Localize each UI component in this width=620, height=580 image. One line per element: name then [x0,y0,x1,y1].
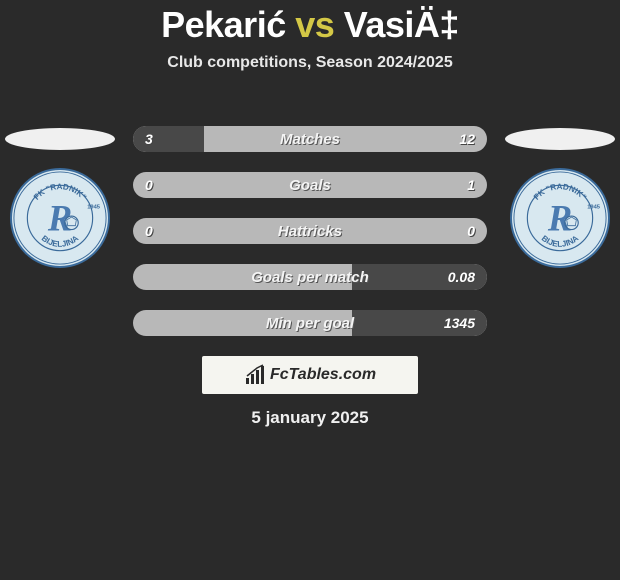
club-badge-left: FK "RADNIK" BIJELJINA 1945 R [10,168,110,268]
svg-text:R: R [547,197,572,238]
svg-text:R: R [47,197,72,238]
chart-icon [244,364,266,386]
stat-row: Min per goal1345 [133,310,487,336]
badge-svg: FK "RADNIK" BIJELJINA 1945 R [12,170,108,266]
subtitle: Club competitions, Season 2024/2025 [0,54,620,72]
club-badge-right: FK "RADNIK" BIJELJINA 1945 R [510,168,610,268]
vs-separator: vs [295,4,334,45]
stat-row: 3Matches12 [133,126,487,152]
stat-label: Goals per match [133,264,487,290]
sponsor-text: FcTables.com [270,366,376,384]
stat-value-right: 1 [467,172,475,198]
stat-value-right: 12 [459,126,475,152]
stat-value-right: 0 [467,218,475,244]
stat-label: Hattricks [133,218,487,244]
stat-label: Goals [133,172,487,198]
right-badge-wrap: FK "RADNIK" BIJELJINA 1945 R [500,128,620,268]
sponsor-banner[interactable]: FcTables.com [202,356,418,394]
stat-row: 0Hattricks0 [133,218,487,244]
stat-row: Goals per match0.08 [133,264,487,290]
shadow-ellipse [5,128,115,150]
svg-text:1945: 1945 [87,204,101,210]
header: Pekarić vs VasiÄ‡ Club competitions, Sea… [0,0,620,72]
badge-svg: FK "RADNIK" BIJELJINA 1945 R [512,170,608,266]
player1-name: Pekarić [161,4,286,45]
player2-name: VasiÄ‡ [344,4,459,45]
shadow-ellipse [505,128,615,150]
svg-text:1945: 1945 [587,204,601,210]
left-badge-wrap: FK "RADNIK" BIJELJINA 1945 R [0,128,120,268]
stat-value-right: 1345 [444,310,475,336]
stat-value-right: 0.08 [448,264,475,290]
stat-label: Min per goal [133,310,487,336]
page-title: Pekarić vs VasiÄ‡ [0,4,620,46]
stat-label: Matches [133,126,487,152]
date-text: 5 january 2025 [0,408,620,428]
stats-container: 3Matches120Goals10Hattricks0Goals per ma… [133,126,487,356]
stat-row: 0Goals1 [133,172,487,198]
